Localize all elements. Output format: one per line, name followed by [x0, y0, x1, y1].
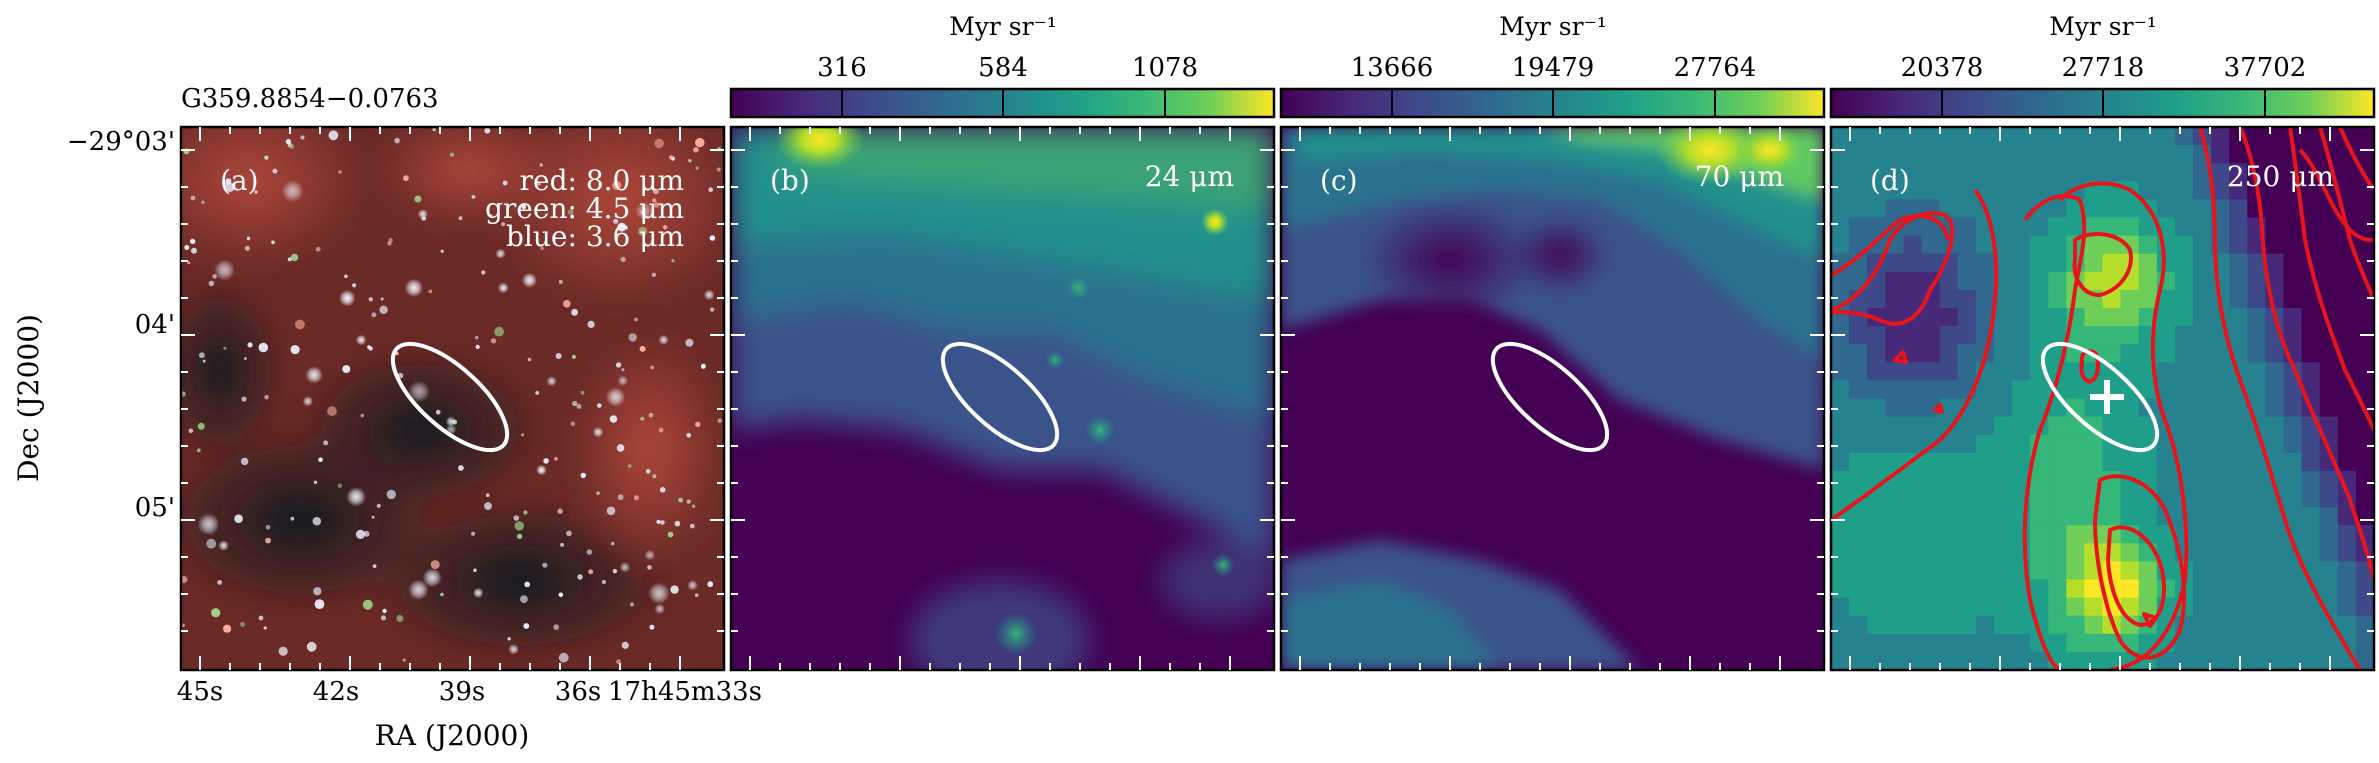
colorbar-d-unit: Myr sr⁻¹	[2049, 12, 2157, 41]
panel-a-label: (a)	[220, 164, 259, 197]
ra-tick-label-3: 39s	[439, 677, 485, 707]
panel-b-label: (b)	[770, 164, 810, 197]
peak-marker-plus	[2090, 380, 2124, 414]
axis-ticks	[181, 127, 2374, 670]
colorbar-c-tick-1: 13666	[1351, 53, 1434, 83]
colorbar-b-tick-2: 584	[978, 53, 1028, 83]
colorbar-b: Myr sr⁻¹ 316 584 1078	[729, 12, 1276, 119]
panel-b-image	[731, 127, 1274, 670]
ra-tick-label-5: 17h45m33s	[608, 677, 762, 707]
ra-tick-label-1: 45s	[177, 677, 223, 707]
colorbar-c-tick-2: 19479	[1512, 53, 1595, 83]
panel-c-frame	[1279, 125, 1826, 672]
x-axis-title: RA (J2000)	[375, 719, 530, 752]
ra-tick-label-2: 42s	[313, 677, 359, 707]
colorbar-d-tick-2: 27718	[2062, 53, 2145, 83]
panel-b-frame	[729, 125, 1276, 672]
panel-c-label: (c)	[1320, 164, 1358, 197]
colorbar-b-unit: Myr sr⁻¹	[949, 12, 1057, 41]
source-ellipse-c	[1490, 341, 1610, 453]
panel-c-image	[1281, 127, 1824, 670]
panel-b-band-label: 24 μm	[1145, 160, 1234, 193]
source-ellipse-d	[2040, 341, 2160, 453]
panel-a-frame	[179, 125, 726, 672]
source-ellipse-b	[940, 341, 1060, 453]
dec-tick-label-1: −29°03'	[67, 127, 175, 157]
panel-a-legend-red: red: 8.0 μm	[520, 164, 684, 197]
colorbar-b-tick-3: 1078	[1132, 53, 1198, 83]
panel-a-image	[181, 127, 724, 670]
colorbar-b-tick-1: 316	[817, 53, 867, 83]
panel-d-contours	[1831, 127, 2374, 670]
panel-a-legend-blue: blue: 3.6 μm	[506, 220, 684, 253]
colorbar-c-tick-3: 27764	[1674, 53, 1757, 83]
colorbar-d: Myr sr⁻¹ 20378 27718 37702	[1829, 12, 2376, 119]
panel-a-legend-green: green: 4.5 μm	[485, 192, 684, 225]
colorbar-c-unit: Myr sr⁻¹	[1499, 12, 1607, 41]
dec-tick-label-2: 04'	[135, 310, 175, 340]
panel-c-band-label: 70 μm	[1695, 160, 1784, 193]
colorbar-d-tick-3: 37702	[2224, 53, 2307, 83]
dec-tick-label-3: 05'	[135, 493, 175, 523]
source-ellipse-a	[390, 341, 510, 453]
source-name-title: G359.8854−0.0763	[181, 84, 439, 114]
star-field	[181, 127, 722, 665]
ra-tick-label-4: 36s	[555, 677, 601, 707]
panel-d-frame	[1829, 125, 2376, 672]
y-axis-title: Dec (J2000)	[12, 314, 45, 482]
colorbar-d-tick-1: 20378	[1901, 53, 1984, 83]
colorbar-c: Myr sr⁻¹ 13666 19479 27764	[1279, 12, 1826, 119]
panel-d-band-label: 250 μm	[2227, 160, 2334, 193]
panel-d-label: (d)	[1870, 164, 1910, 197]
